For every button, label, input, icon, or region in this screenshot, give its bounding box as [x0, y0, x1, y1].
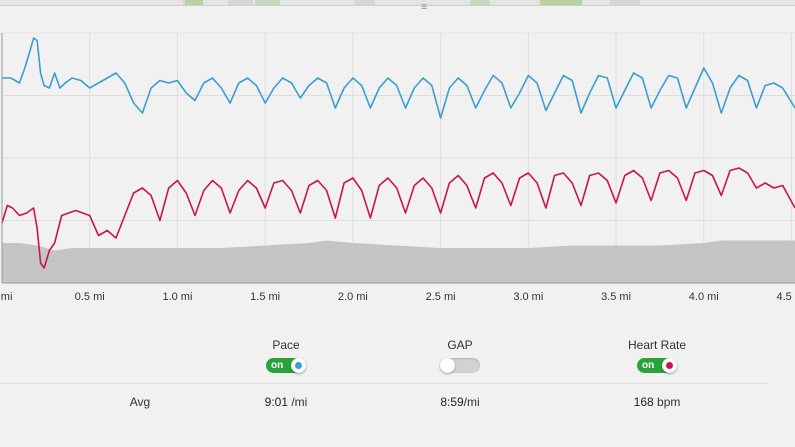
- x-tick-label: 4.0 mi: [689, 291, 719, 303]
- x-tick-label: 0 mi: [0, 291, 12, 303]
- x-tick-label: 1.5 mi: [250, 291, 280, 303]
- map-tile: [610, 0, 640, 5]
- map-tile: [355, 0, 375, 5]
- heart-rate-color-dot: [666, 362, 673, 369]
- map-tile: [470, 0, 490, 5]
- gap-control: GAP: [400, 338, 520, 378]
- map-tile: [255, 0, 280, 5]
- map-divider: [0, 5, 795, 6]
- pace-control: Pace on: [226, 338, 346, 378]
- pace-color-dot: [295, 362, 302, 369]
- avg-gap-unit: /mi: [463, 395, 480, 409]
- activity-chart[interactable]: 0 mi 0.5 mi 1.0 mi 1.5 mi 2.0 mi 2.5 mi 3.0 mi…: [0, 10, 795, 310]
- gap-toggle-knob: [440, 358, 455, 373]
- gap-label: GAP: [447, 338, 473, 352]
- avg-heart-rate-value: 168: [633, 395, 654, 409]
- heart-rate-toggle-knob: [662, 358, 677, 373]
- pace-toggle-text: on: [271, 360, 284, 371]
- avg-row: Avg 9:01 /mi 8:59/mi 168 bpm: [0, 395, 795, 415]
- drag-handle-icon[interactable]: ≡: [421, 2, 427, 13]
- gap-toggle[interactable]: [440, 358, 480, 373]
- pace-toggle[interactable]: on: [266, 358, 306, 373]
- x-tick-label: 1.0 mi: [162, 291, 192, 303]
- heart-rate-label: Heart Rate: [627, 338, 687, 352]
- avg-heart-rate: 168 bpm: [597, 395, 717, 409]
- series-controls: Pace on GAP Heart Rate on: [0, 338, 795, 378]
- stats-divider: [0, 383, 768, 384]
- x-tick-label: 2.0 mi: [338, 291, 368, 303]
- x-tick-label: 2.5 mi: [426, 291, 456, 303]
- heart-rate-toggle-text: on: [642, 360, 655, 371]
- x-tick-label: 3.0 mi: [513, 291, 543, 303]
- map-preview-strip[interactable]: [0, 0, 795, 5]
- heart-rate-control: Heart Rate on: [597, 338, 717, 378]
- map-tile: [228, 0, 253, 5]
- x-tick-label: 4.5 mi: [777, 291, 795, 303]
- avg-label: Avg: [129, 395, 151, 409]
- pace-toggle-knob: [291, 358, 306, 373]
- map-tile: [185, 0, 203, 5]
- avg-heart-rate-unit: bpm: [657, 395, 681, 409]
- elevation-area: [2, 240, 795, 283]
- map-tile: [540, 0, 582, 5]
- x-tick-label: 0.5 mi: [75, 291, 105, 303]
- x-tick-label: 3.5 mi: [601, 291, 631, 303]
- heart-rate-toggle[interactable]: on: [637, 358, 677, 373]
- avg-gap-value: 8:59: [440, 395, 464, 409]
- chart-svg: 0 mi 0.5 mi 1.0 mi 1.5 mi 2.0 mi 2.5 mi 3.0 mi…: [0, 32, 795, 303]
- pace-line: [2, 37, 795, 119]
- heart-rate-line: [1, 167, 795, 269]
- avg-pace: 9:01 /mi: [226, 395, 346, 409]
- avg-pace-value: 9:01: [264, 395, 288, 409]
- avg-gap: 8:59/mi: [400, 395, 520, 409]
- avg-pace-unit: /mi: [291, 395, 308, 409]
- pace-label: Pace: [272, 338, 300, 352]
